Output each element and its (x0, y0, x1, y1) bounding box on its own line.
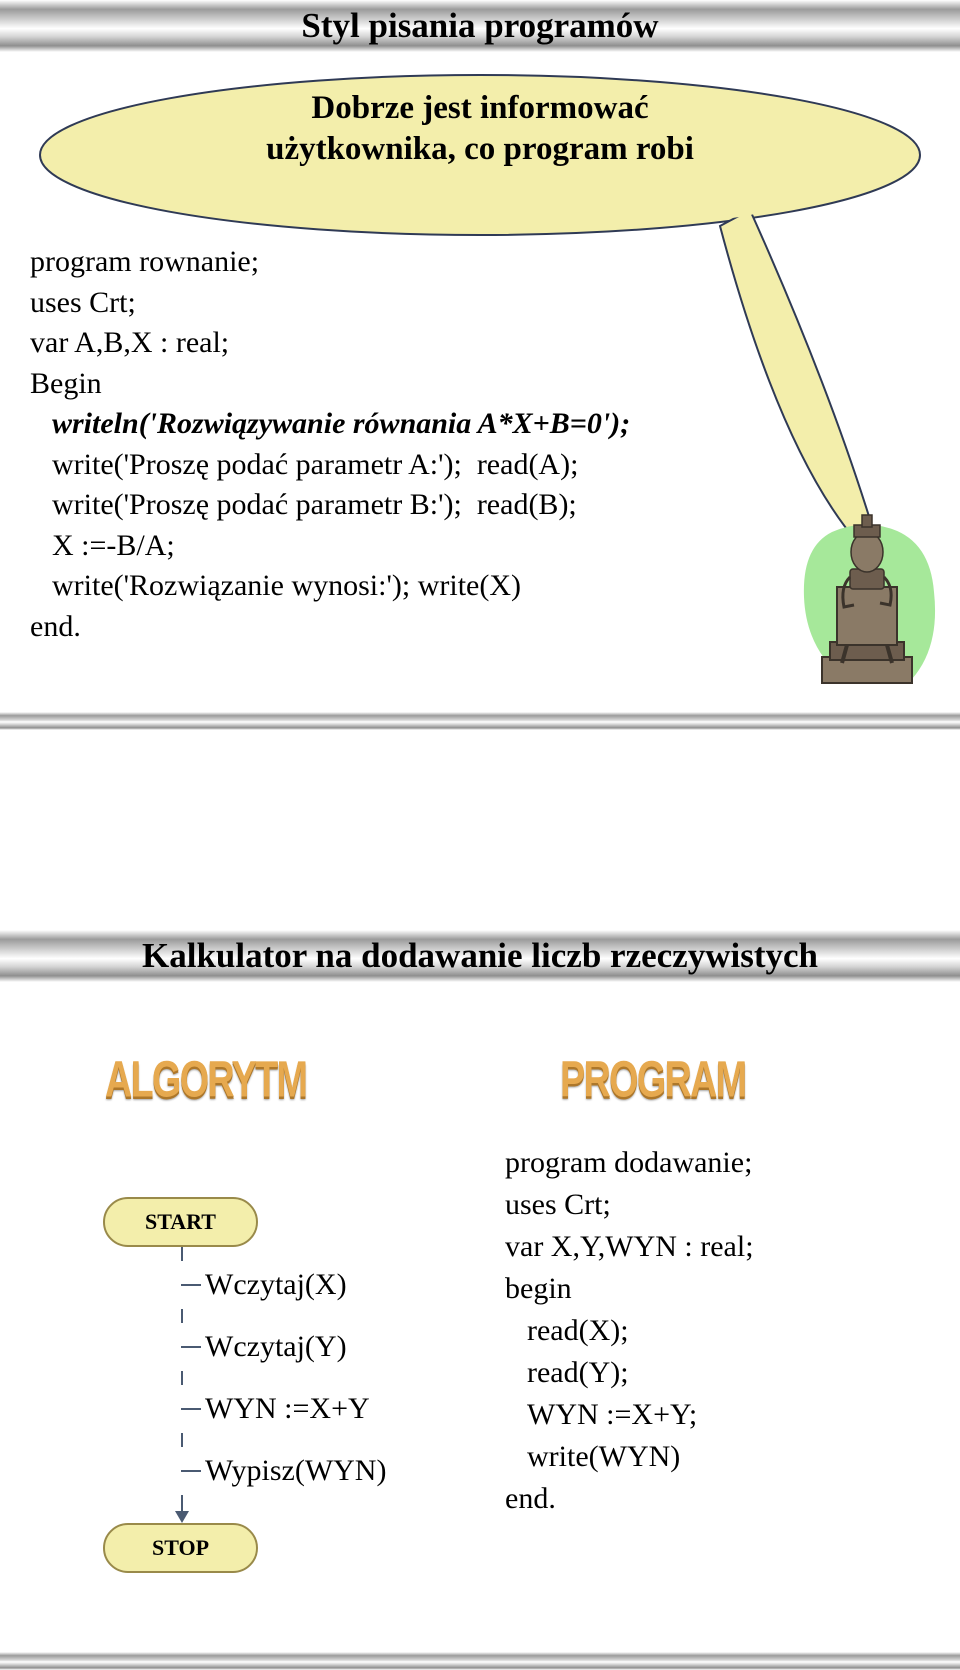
fc-step1-row: Wczytaj(X) (95, 1261, 415, 1309)
slide1-title-bar: Styl pisania programów (0, 0, 960, 52)
fc-dash (181, 1470, 201, 1472)
prog-l1: program dodawanie; (505, 1142, 754, 1184)
code-l9: write('Rozwiązanie wynosi:'); write(X) (30, 566, 630, 607)
fc-arrow (175, 1511, 189, 1523)
bubble-line1: Dobrze jest informować (0, 88, 960, 129)
fc-step3-row: WYN :=X+Y (95, 1385, 415, 1433)
prog-l6: read(Y); (505, 1352, 754, 1394)
fc-step1: Wczytaj(X) (205, 1268, 347, 1302)
fc-connector (181, 1309, 183, 1323)
prog-l4: begin (505, 1268, 754, 1310)
prog-l5: read(X); (505, 1310, 754, 1352)
slide-1: Styl pisania programów Dobrze jest infor… (0, 0, 960, 730)
fc-connector (181, 1371, 183, 1385)
code-l2: uses Crt; (30, 283, 630, 324)
slide-2: Kalkulator na dodawanie liczb rzeczywist… (0, 930, 960, 1670)
code-l4: Begin (30, 364, 630, 405)
slide1-body: Dobrze jest informować użytkownika, co p… (0, 52, 960, 712)
bubble-text: Dobrze jest informować użytkownika, co p… (0, 88, 960, 171)
fc-step2-row: Wczytaj(Y) (95, 1323, 415, 1371)
prog-l7: WYN :=X+Y; (505, 1394, 754, 1436)
code-l10: end. (30, 607, 630, 648)
slide-gap (0, 730, 960, 930)
code-block-1: program rownanie; uses Crt; var A,B,X : … (30, 242, 630, 647)
flowchart: START Wczytaj(X) Wczytaj(Y) WYN :=X+Y Wy… (95, 1197, 415, 1573)
slide2-title-bar: Kalkulator na dodawanie liczb rzeczywist… (0, 930, 960, 982)
fc-step4-row: Wypisz(WYN) (95, 1447, 415, 1495)
slide2-title: Kalkulator na dodawanie liczb rzeczywist… (142, 936, 818, 976)
flowchart-start: START (103, 1197, 258, 1247)
wordart-algorytm: ALGORYTM (105, 1049, 306, 1108)
code-l1: program rownanie; (30, 242, 630, 283)
program-code: program dodawanie; uses Crt; var X,Y,WYN… (505, 1142, 754, 1520)
fc-connector (181, 1247, 183, 1261)
fc-step4: Wypisz(WYN) (205, 1454, 386, 1488)
fc-connector (181, 1433, 183, 1447)
slide1-title: Styl pisania programów (301, 6, 658, 46)
wordart-program: PROGRAM (560, 1049, 746, 1108)
bubble-line2: użytkownika, co program robi (0, 129, 960, 170)
fc-dash (181, 1346, 201, 1348)
prog-l8: write(WYN) (505, 1436, 754, 1478)
slide2-bottom-bar (0, 1652, 960, 1670)
slide2-body: ALGORYTM PROGRAM START Wczytaj(X) Wczyta… (0, 982, 960, 1652)
slide1-bottom-bar (0, 712, 960, 730)
code-l7: write('Proszę podać parametr B:'); read(… (30, 485, 630, 526)
code-l3: var A,B,X : real; (30, 323, 630, 364)
flowchart-stop: STOP (103, 1523, 258, 1573)
prog-l2: uses Crt; (505, 1184, 754, 1226)
prog-l3: var X,Y,WYN : real; (505, 1226, 754, 1268)
prog-l9: end. (505, 1478, 754, 1520)
code-l6: write('Proszę podać parametr A:'); read(… (30, 445, 630, 486)
fc-dash (181, 1408, 201, 1410)
code-l8: X :=-B/A; (30, 526, 630, 567)
fc-step3: WYN :=X+Y (205, 1392, 370, 1426)
fc-dash (181, 1284, 201, 1286)
fc-step2: Wczytaj(Y) (205, 1330, 347, 1364)
code-l5: writeln('Rozwiązywanie równania A*X+B=0'… (30, 404, 630, 445)
fc-connector (181, 1495, 183, 1511)
thinker-icon (792, 507, 942, 697)
